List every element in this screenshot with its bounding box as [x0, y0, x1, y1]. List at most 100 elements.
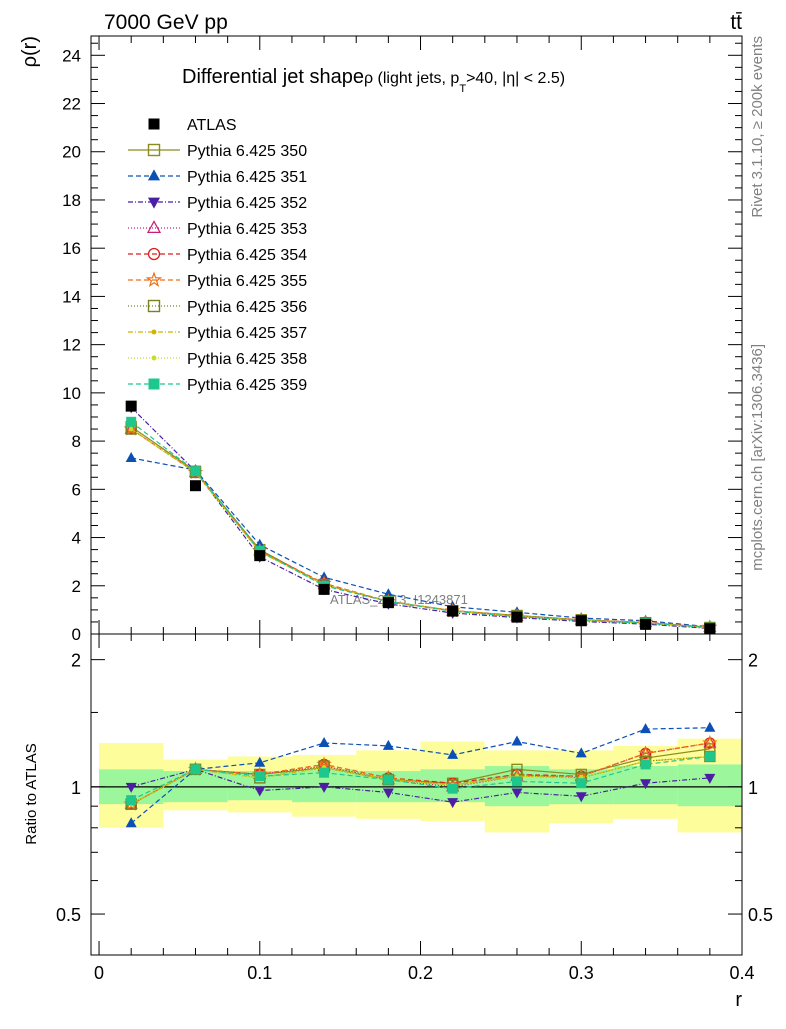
legend-entry-pythia-356: Pythia 6.425 356 [128, 299, 307, 316]
ratio-point-pythia-351 [511, 735, 523, 746]
legend-marker-pythia-357 [151, 329, 157, 335]
ratio-point-pythia-359 [704, 751, 715, 762]
ratio-point-pythia-352 [640, 779, 652, 790]
main-y-tick-label: 12 [62, 336, 81, 355]
ratio-point-pythia-352 [511, 788, 523, 799]
ratio-point-pythia-359 [576, 778, 587, 789]
atlas-data-point [640, 618, 652, 630]
ratio-point-pythia-359 [383, 774, 394, 785]
main-y-tick-label: 2 [72, 577, 81, 596]
atlas-data-point [125, 400, 137, 412]
ratio-point-pythia-359 [190, 764, 201, 775]
ratio-point-pythia-353 [639, 746, 653, 758]
ratio-line-pythia-359 [130, 755, 710, 801]
legend-marker-pythia-358 [151, 355, 157, 361]
ratio-point-pythia-359 [319, 767, 330, 778]
legend-marker-pythia-350 [147, 143, 161, 157]
ratio-y-tick-label: 1 [71, 778, 81, 798]
atlas-data-point [254, 550, 266, 562]
legend-entry-pythia-359: Pythia 6.425 359 [128, 377, 307, 394]
legend-marker-pythia-351 [147, 169, 161, 181]
legend-marker-atlas [148, 118, 160, 130]
legend-label-pythia-354: Pythia 6.425 354 [187, 247, 307, 264]
series-point-pythia-359 [126, 416, 137, 427]
legend-label-pythia-350: Pythia 6.425 350 [187, 143, 307, 160]
ratio-point-pythia-351 [125, 817, 137, 828]
ratio-y-tick-label-right: 1 [748, 778, 758, 798]
ratio-line-pythia-352 [131, 768, 710, 803]
legend-label-pythia-358: Pythia 6.425 358 [187, 351, 307, 368]
ratio-point-pythia-352 [575, 792, 587, 803]
ratio-point-pythia-359 [126, 795, 137, 806]
legend-label-pythia-359: Pythia 6.425 359 [187, 377, 307, 394]
legend-label-pythia-351: Pythia 6.425 351 [187, 169, 307, 186]
ratio-point-pythia-353 [703, 735, 717, 748]
ratio-panel: 0.5 0.5 1 1 2 2 0 0.1 0.2 0.3 0.4 Ratio to ATLAS r [23, 633, 773, 1011]
ratio-point-pythia-352 [447, 798, 459, 809]
series-line-pythia-351 [131, 457, 710, 628]
main-y-tick-label: 0 [72, 625, 81, 644]
legend-label-pythia-352: Pythia 6.425 352 [187, 195, 307, 212]
legend-entry-pythia-353: Pythia 6.425 353 [128, 220, 307, 238]
ratio-point-pythia-351 [254, 756, 266, 767]
series-point-pythia-351 [382, 588, 394, 599]
legend-label-pythia-353: Pythia 6.425 353 [187, 221, 307, 238]
atlas-data-layer [125, 400, 716, 635]
main-y-tick-label: 16 [62, 239, 81, 258]
atlas-data-point [382, 597, 394, 609]
x-tick-label: 0 [94, 963, 104, 983]
ratio-point-pythia-352 [125, 782, 137, 793]
legend-entry-pythia-351: Pythia 6.425 351 [128, 169, 307, 186]
rivet-note: Rivet 3.1.10, ≥ 200k events [749, 36, 766, 218]
ratio-point-pythia-351 [447, 748, 459, 759]
legend-entry-pythia-357: Pythia 6.425 357 [128, 325, 307, 342]
main-y-tick-label: 6 [72, 480, 81, 499]
x-axis-label: r [735, 989, 742, 1011]
legend-marker-pythia-352 [147, 197, 161, 209]
series-line-pythia-352 [130, 406, 710, 630]
ratio-y-tick-label: 0.5 [56, 905, 81, 925]
atlas-data-point [511, 611, 523, 623]
legend-entry-pythia-358: Pythia 6.425 358 [128, 351, 307, 368]
atlas-data-point [189, 480, 201, 492]
legend-label-pythia-357: Pythia 6.425 357 [187, 325, 307, 342]
watermark-text: ATLAS_2013_I1243871 [330, 592, 468, 607]
ratio-y-axis-label: Ratio to ATLAS [23, 743, 40, 844]
x-tick-label: 0.1 [247, 963, 272, 983]
ratio-y-tick-label: 2 [71, 651, 81, 671]
ratio-point-pythia-351 [640, 723, 652, 734]
energy-label: 7000 GeV pp [104, 11, 228, 34]
legend-label-pythia-356: Pythia 6.425 356 [187, 299, 307, 316]
ratio-series-layer [123, 721, 718, 828]
legend-marker-pythia-354 [147, 247, 161, 261]
main-y-tick-label: 20 [62, 143, 81, 162]
ratio-point-pythia-351 [704, 721, 716, 732]
series-point-pythia-358 [128, 426, 134, 432]
process-label: tt̄ [730, 11, 742, 34]
ratio-y-tick-label-right: 2 [748, 651, 758, 671]
mcplots-note: mcplots.cern.ch [arXiv:1306.3436] [749, 344, 766, 571]
main-y-tick-label: 8 [72, 432, 81, 451]
ratio-line-pythia-355 [130, 742, 710, 805]
main-y-tick-label: 22 [62, 95, 81, 114]
ratio-point-pythia-352 [382, 788, 394, 799]
ratio-y-tick-label-right: 0.5 [748, 905, 773, 925]
ratio-line-pythia-358 [130, 755, 710, 805]
atlas-data-point [575, 615, 587, 627]
main-y-tick-label: 14 [62, 287, 81, 306]
series-point-pythia-359 [190, 466, 201, 477]
legend-entry-atlas: ATLAS [148, 117, 237, 134]
ratio-point-pythia-351 [318, 736, 330, 747]
main-y-tick-label: 18 [62, 191, 81, 210]
ratio-point-pythia-355 [702, 734, 718, 750]
main-y-tick-label: 24 [62, 46, 81, 65]
ratio-point-pythia-352 [318, 782, 330, 793]
chart-title: Differential jet shapeρ (light jets, pT>… [182, 66, 565, 95]
atlas-data-point [447, 605, 459, 617]
ratio-point-pythia-359 [447, 783, 458, 794]
legend-label-atlas: ATLAS [187, 117, 237, 134]
ratio-point-pythia-351 [575, 747, 587, 758]
